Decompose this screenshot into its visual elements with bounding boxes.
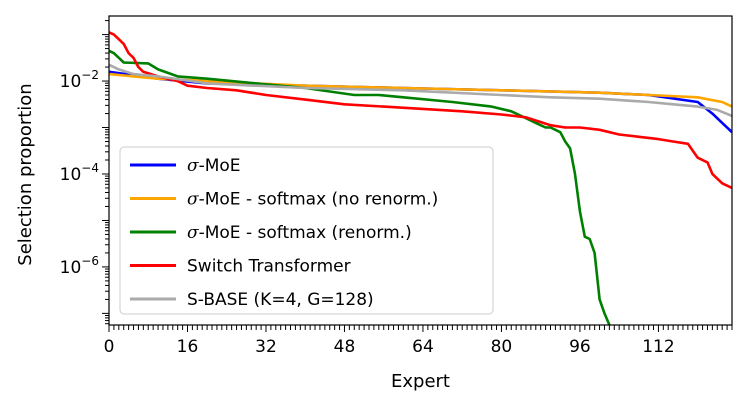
x-tick-label: 48: [334, 337, 356, 357]
x-tick-label: 32: [255, 337, 277, 357]
legend-entry: σ-MoE - softmax (no renorm.): [187, 190, 438, 210]
x-tick-label: 0: [104, 337, 115, 357]
y-axis-label: Selection proportion: [15, 83, 36, 265]
legend-entry: S-BASE (K=4, G=128): [187, 290, 374, 310]
y-tick-label: 10−2: [60, 68, 99, 92]
series-line-2: [109, 49, 611, 325]
y-axis: 10−2 10−4 10−6: [60, 20, 109, 325]
x-tick-label: 80: [491, 337, 513, 357]
x-tick-label: 16: [177, 337, 199, 357]
series-group: [109, 31, 732, 325]
x-axis-label: Expert: [391, 371, 450, 392]
legend-entry: σ-MoE - softmax (renorm.): [187, 223, 412, 243]
legend-entry: Switch Transformer: [187, 257, 351, 277]
legend: σ-MoE σ-MoE - softmax (no renorm.) σ-MoE -…: [119, 146, 494, 315]
x-tick-label: 96: [569, 337, 591, 357]
legend-entry: σ-MoE: [187, 156, 241, 176]
plot-frame: [108, 15, 733, 326]
x-tick-label: 64: [412, 337, 434, 357]
x-axis: 0 16 32 48 64 80 96 112: [104, 325, 733, 357]
series-line-3: [109, 31, 732, 190]
y-tick-label: 10−6: [60, 254, 99, 278]
series-line-4: [109, 63, 732, 118]
legend-box: [119, 146, 494, 315]
y-tick-label: 10−4: [60, 161, 99, 185]
x-tick-label: 112: [642, 337, 674, 357]
